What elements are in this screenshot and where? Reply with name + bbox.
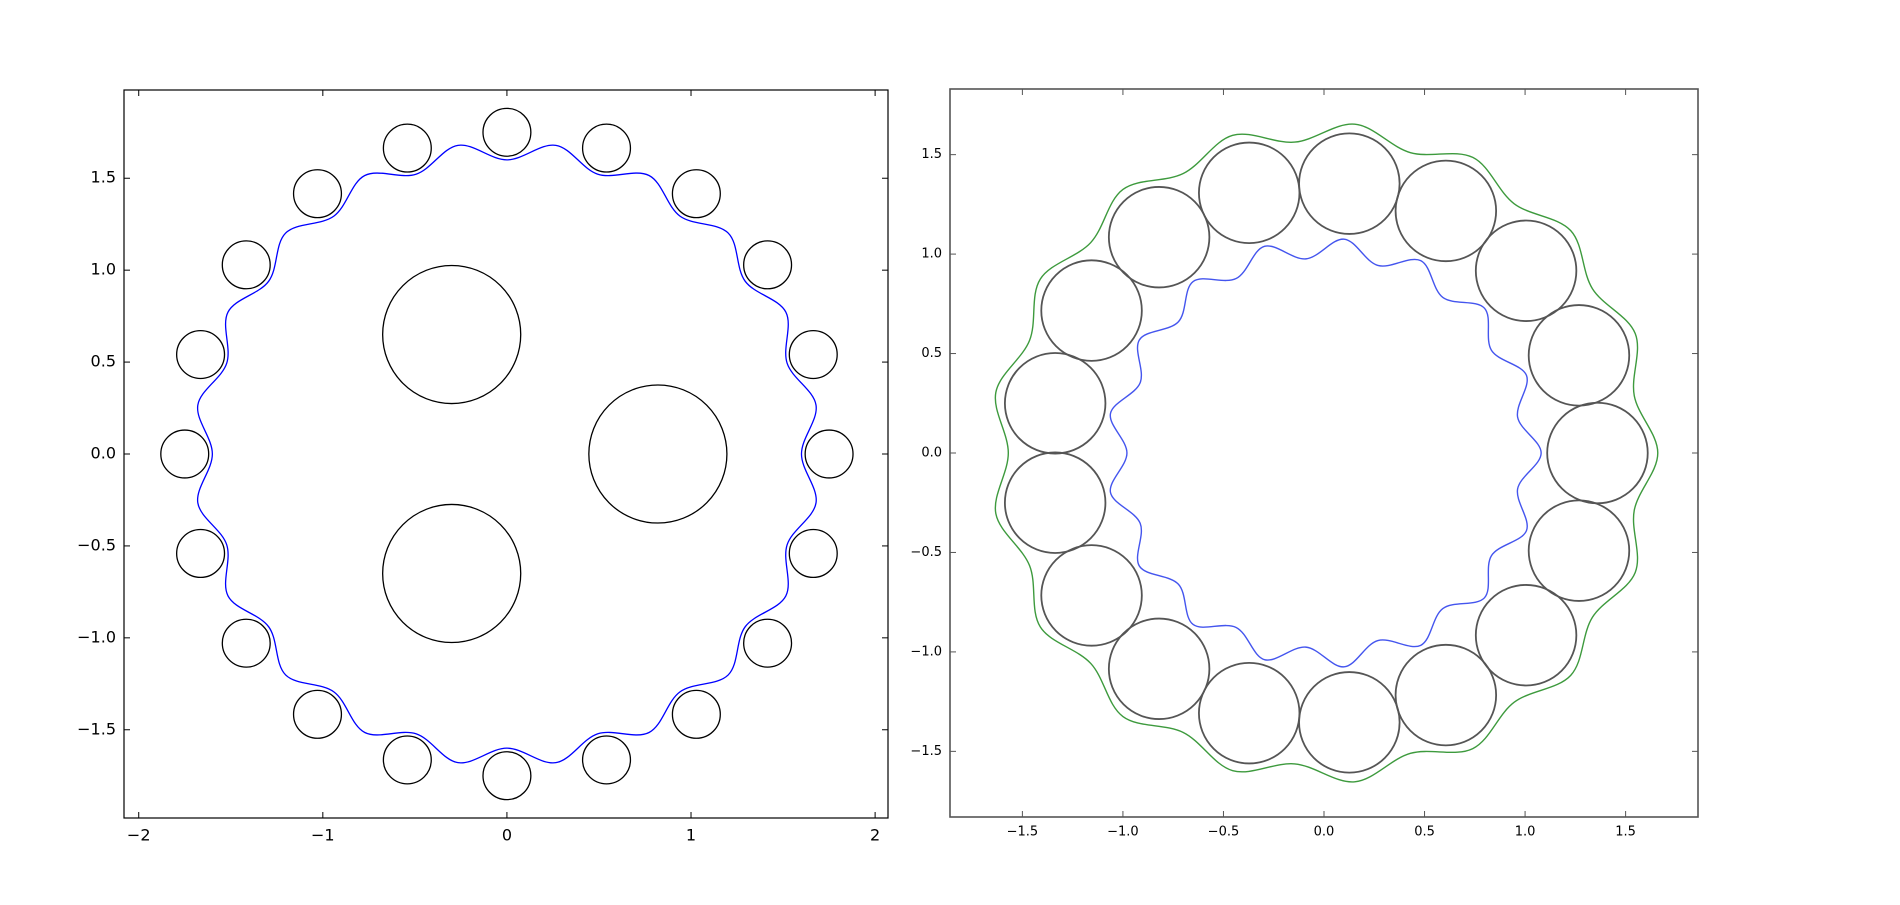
circle [176, 528, 226, 579]
y-tick-label: 1.5 [91, 168, 116, 187]
circle [1040, 259, 1143, 362]
y-tick-label: 1.0 [91, 260, 116, 279]
circle [382, 123, 432, 173]
circle [788, 329, 838, 380]
circle [1107, 617, 1211, 720]
circle [1298, 132, 1401, 235]
circle [1474, 219, 1578, 322]
circle [671, 689, 721, 739]
circle [1298, 671, 1401, 774]
circle [1198, 662, 1301, 765]
x-tick-label: −1.5 [1007, 825, 1039, 840]
marks [160, 107, 854, 801]
marks [994, 123, 1659, 783]
circle [1003, 352, 1107, 455]
circle [382, 503, 522, 644]
circle [1394, 159, 1498, 263]
circle [382, 735, 432, 785]
circle [788, 528, 838, 579]
curve [197, 144, 817, 764]
y-tick-label: 0.0 [921, 446, 942, 461]
curve [994, 123, 1659, 783]
circle [804, 429, 854, 479]
y-tick-label: 0.5 [921, 346, 942, 361]
y-tick-label: −0.5 [910, 545, 942, 560]
x-tick-label: 0.5 [1414, 825, 1435, 840]
plot-area: −1.5 −1.0 −0.5 0.0 0.5 1.0 1.5 −1.5 −1.0 −0.5 0.0 0… [910, 88, 1699, 840]
x-tick-label: −1 [311, 826, 335, 845]
circle [1003, 451, 1107, 554]
x-tick-label: 2 [870, 826, 880, 845]
circle [221, 240, 271, 290]
circle [1394, 643, 1498, 747]
circle [221, 618, 271, 668]
circle [671, 169, 721, 219]
y-tick-label: 0.5 [91, 352, 116, 371]
y-tick-label: −0.5 [77, 535, 116, 554]
x-tick-label: 0.0 [1314, 825, 1335, 840]
circle [176, 329, 226, 380]
y-tick-label: 0.0 [91, 444, 116, 463]
circle [1107, 186, 1211, 289]
circle [160, 429, 210, 479]
x-tick-label: 1 [686, 826, 696, 845]
circle [292, 169, 343, 219]
x-tick-label: 1.0 [1515, 825, 1536, 840]
circle [588, 384, 728, 524]
circle [482, 751, 532, 801]
circle [743, 618, 793, 668]
circle [1198, 141, 1301, 244]
circle [482, 107, 532, 157]
circle [743, 240, 793, 290]
y-tick-label: 1.0 [921, 247, 942, 262]
y-tick-label: −1.0 [910, 644, 942, 659]
y-tick-label: −1.5 [910, 744, 942, 759]
x-tick-label: −0.5 [1208, 825, 1240, 840]
x-tick-label: 1.5 [1615, 825, 1636, 840]
circle [581, 735, 632, 785]
circle [1527, 304, 1631, 407]
x-tick-label: −1.0 [1107, 825, 1139, 840]
y-tick-label: 1.5 [921, 147, 942, 162]
plot-area: −2 −1 0 1 2 −1.5 −1.0 −0.5 0.0 0.5 1.0 1.5 [77, 89, 889, 845]
x-tick-label: −2 [127, 826, 151, 845]
curve [1109, 238, 1542, 668]
x-tick-label: 0 [502, 826, 512, 845]
circle [1546, 401, 1649, 505]
circle [581, 123, 632, 173]
circle [382, 264, 522, 405]
circle [1527, 499, 1631, 602]
y-tick-label: −1.0 [77, 627, 116, 646]
circle [1474, 584, 1578, 687]
y-tick-label: −1.5 [77, 719, 116, 738]
circle [1040, 544, 1143, 647]
axes-frame [123, 89, 889, 819]
circle [292, 689, 343, 739]
